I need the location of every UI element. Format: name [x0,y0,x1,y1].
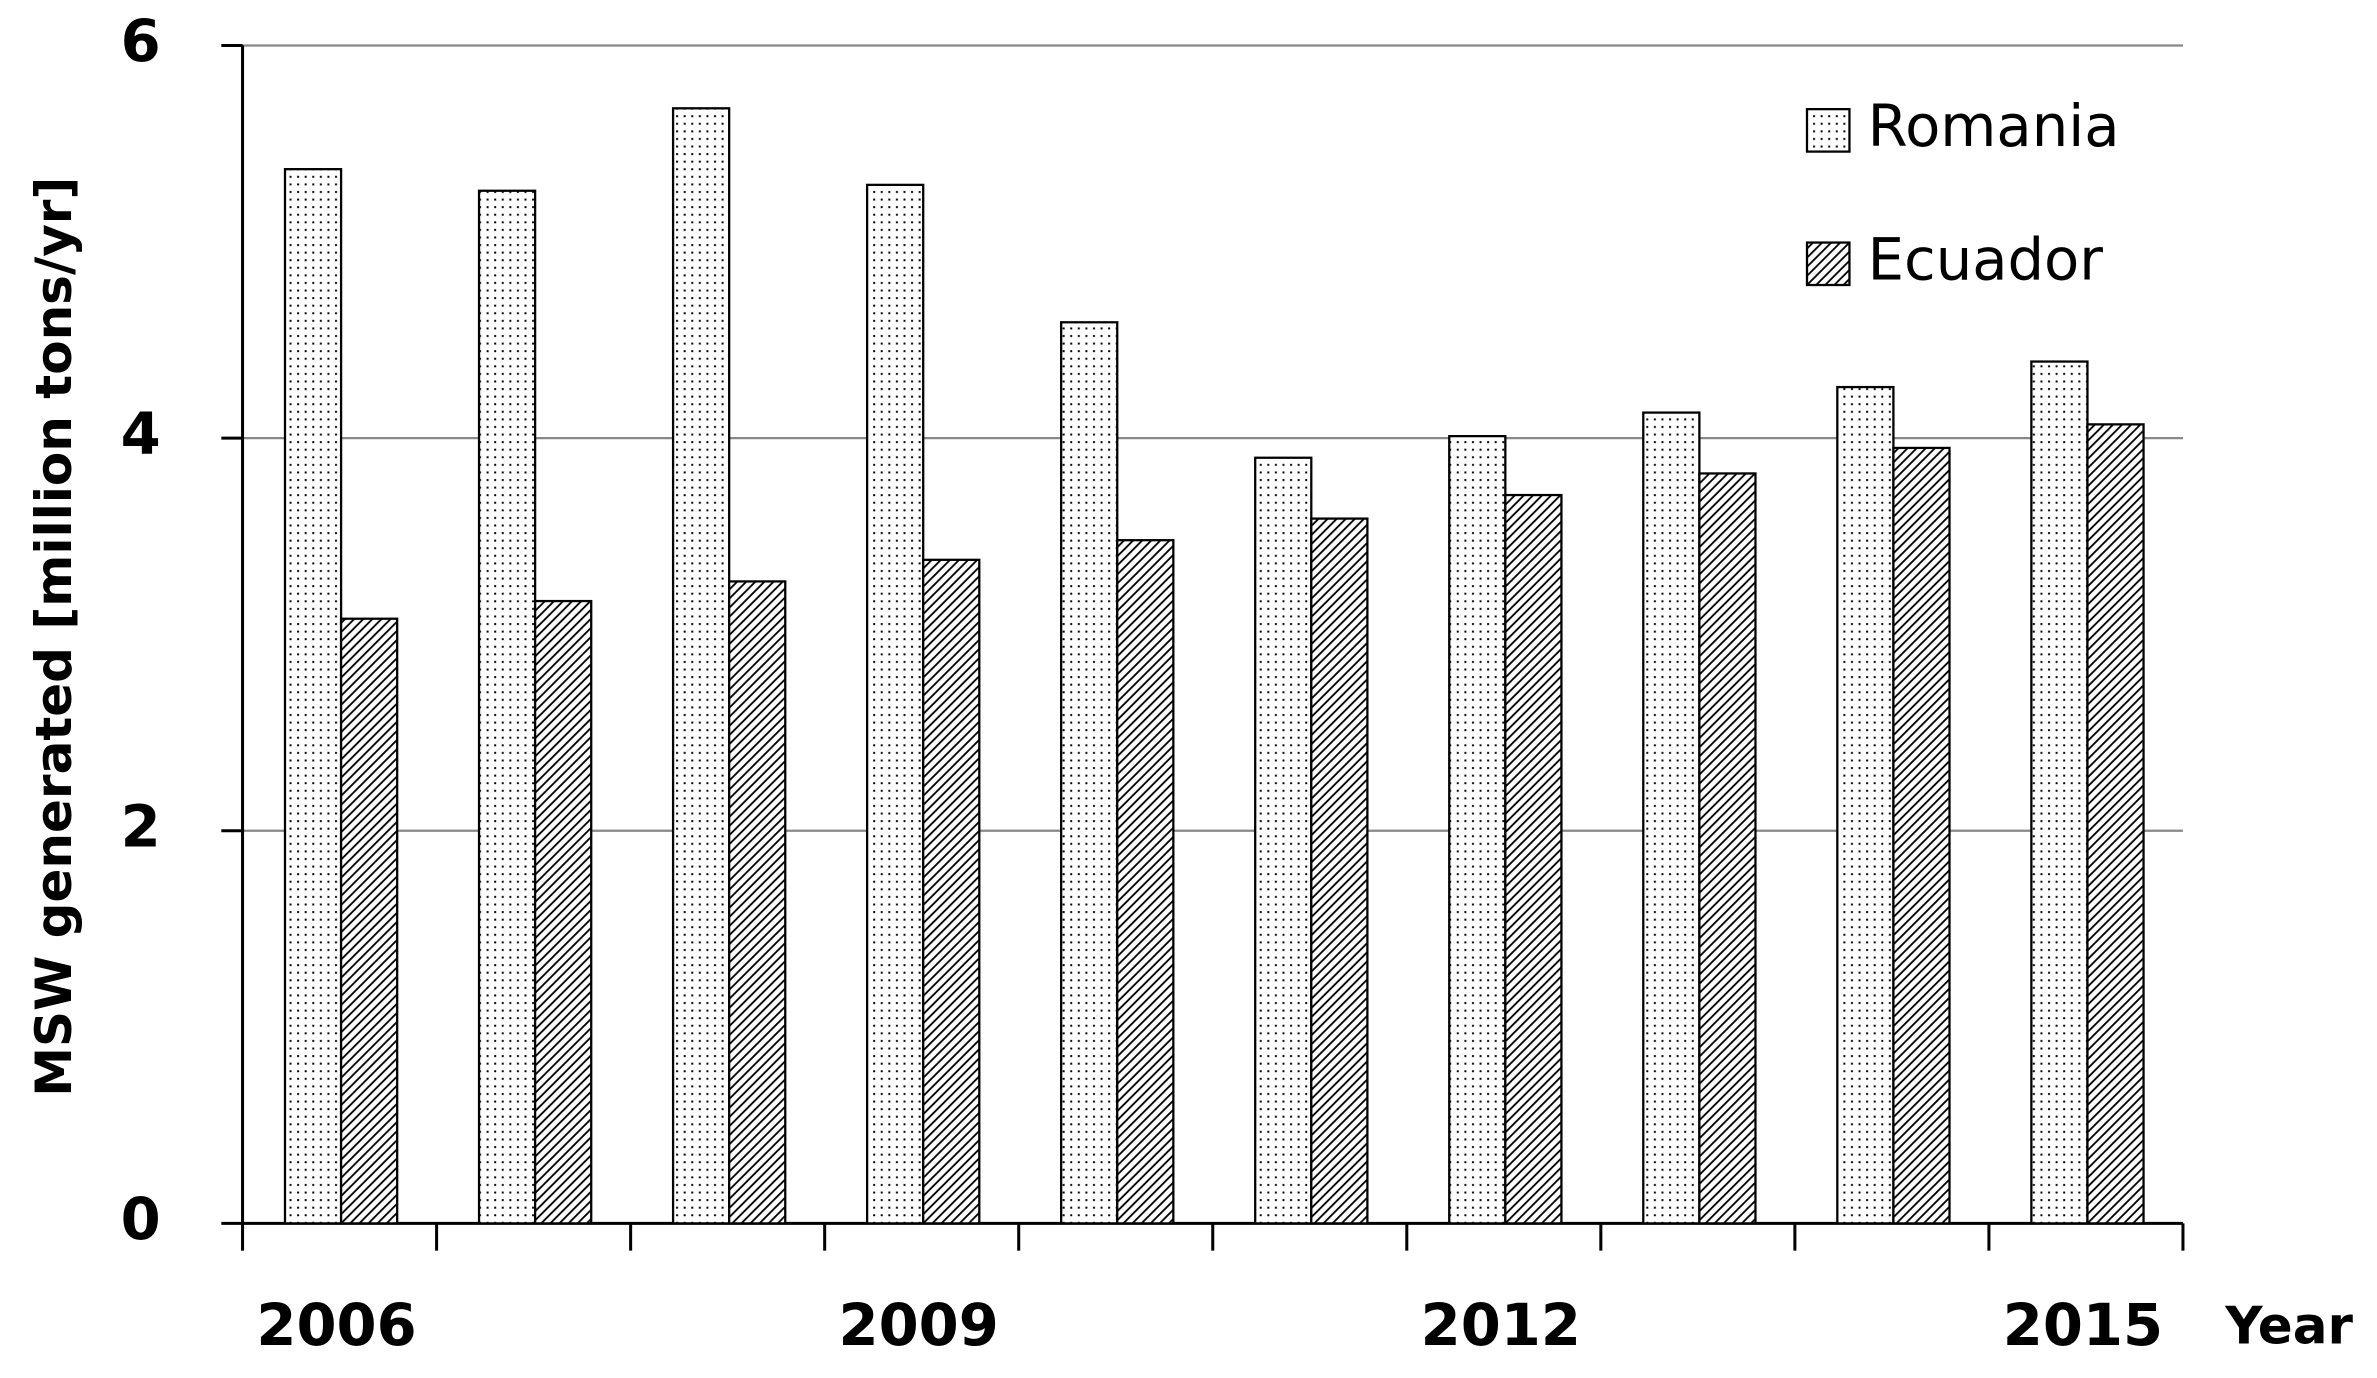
y-tick-label: 4 [121,401,161,468]
legend-swatch [1805,241,1851,287]
x-tick-label: 2015 [2003,1292,2163,1359]
bar [477,189,537,1225]
bar [1254,456,1313,1225]
bar [865,183,925,1225]
legend-label: Ecuador [1868,226,2104,293]
y-tick-label: 6 [121,8,161,75]
bar [533,599,593,1225]
bar [1698,472,1757,1225]
bar [1892,446,1951,1225]
x-axis-label: Year [2224,1296,2353,1356]
bar [1116,539,1175,1225]
bar [671,107,731,1225]
y-axis-label: MSW generated [million tons/yr] [25,177,83,1097]
legend-swatch [1805,108,1851,153]
x-tick-label: 2012 [1421,1292,1581,1359]
bar [922,558,981,1225]
y-tick-label: 2 [121,793,161,860]
bar [283,168,343,1225]
bar [1310,517,1369,1225]
legend-label: Romania [1868,93,2120,160]
bar [1642,411,1701,1225]
x-tick-label: 2009 [839,1292,999,1359]
bar [1504,493,1563,1225]
bar [2030,360,2089,1225]
bar [2086,423,2145,1225]
bar [1836,385,1895,1225]
bar [1448,435,1507,1225]
x-tick-label: 2006 [256,1292,416,1359]
bar [728,580,787,1225]
bar [339,617,399,1225]
bar [1060,321,1119,1225]
y-tick-label: 0 [121,1186,161,1253]
